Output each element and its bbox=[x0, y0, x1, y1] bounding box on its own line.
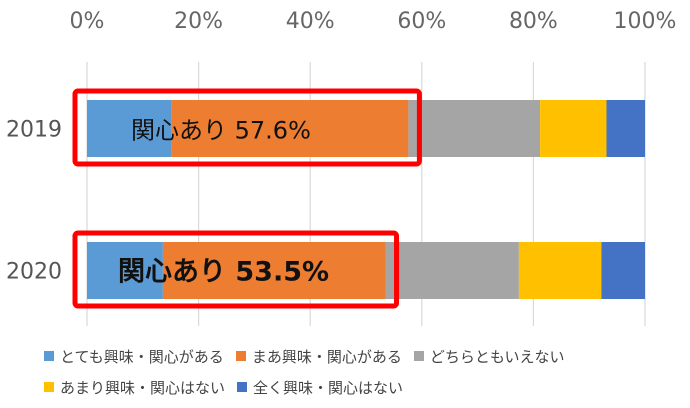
legend-item: 全く興味・関心はない bbox=[237, 377, 403, 398]
legend: とても興味・関心がある まあ興味・関心がある どちらともいえない あまり興味・関心は… bbox=[44, 342, 684, 404]
x-tick-label: 80% bbox=[509, 9, 558, 34]
bar-segment bbox=[87, 100, 172, 157]
annotation-label: 関心あり 53.5% bbox=[118, 257, 329, 288]
bars bbox=[87, 100, 645, 299]
bar-segment bbox=[606, 100, 645, 157]
highlight-box bbox=[72, 88, 422, 167]
bar-segment bbox=[540, 100, 607, 157]
legend-swatch bbox=[237, 382, 248, 392]
bar-segment bbox=[171, 100, 409, 157]
annotations: 関心あり 57.6% 関心あり 53.5% bbox=[72, 88, 422, 309]
highlight-box bbox=[72, 230, 400, 309]
x-tick-label: 40% bbox=[286, 9, 335, 34]
annotation-label: 関心あり 57.6% bbox=[131, 117, 311, 145]
legend-label: まあ興味・関心がある bbox=[251, 347, 402, 366]
legend-swatch bbox=[44, 351, 54, 361]
legend-row: あまり興味・関心はない 全く興味・関心はない bbox=[44, 373, 684, 401]
legend-item: とても興味・関心がある bbox=[44, 346, 224, 367]
legend-item: まあ興味・関心がある bbox=[235, 346, 402, 367]
legend-item: あまり興味・関心はない bbox=[44, 377, 225, 398]
bar-segment bbox=[408, 100, 541, 157]
bar-segment bbox=[385, 242, 519, 299]
legend-item: どちらともいえない bbox=[413, 346, 565, 367]
legend-swatch bbox=[235, 351, 246, 361]
x-tick-label: 100% bbox=[614, 9, 677, 34]
x-tick-label: 0% bbox=[70, 9, 105, 34]
category-label: 2020 bbox=[6, 260, 62, 285]
legend-label: どちらともいえない bbox=[429, 347, 565, 366]
legend-swatch bbox=[413, 351, 424, 361]
legend-label: 全く興味・関心はない bbox=[253, 378, 404, 397]
x-tick-label: 20% bbox=[174, 9, 223, 34]
category-label: 2019 bbox=[6, 118, 62, 143]
bar-segment bbox=[601, 242, 645, 299]
legend-label: とても興味・関心がある bbox=[60, 347, 224, 366]
bar-segment bbox=[518, 242, 602, 299]
legend-row: とても興味・関心がある まあ興味・関心がある どちらともいえない bbox=[44, 342, 684, 370]
category-labels: 2019 2020 bbox=[6, 118, 62, 285]
x-tick-label: 60% bbox=[397, 9, 446, 34]
x-axis-tick-labels: 0% 20% 40% 60% 80% 100% bbox=[70, 9, 677, 34]
legend-swatch bbox=[44, 382, 54, 392]
bar-segment bbox=[162, 242, 386, 299]
legend-label: あまり興味・関心はない bbox=[60, 378, 226, 397]
bar-segment bbox=[87, 242, 163, 299]
